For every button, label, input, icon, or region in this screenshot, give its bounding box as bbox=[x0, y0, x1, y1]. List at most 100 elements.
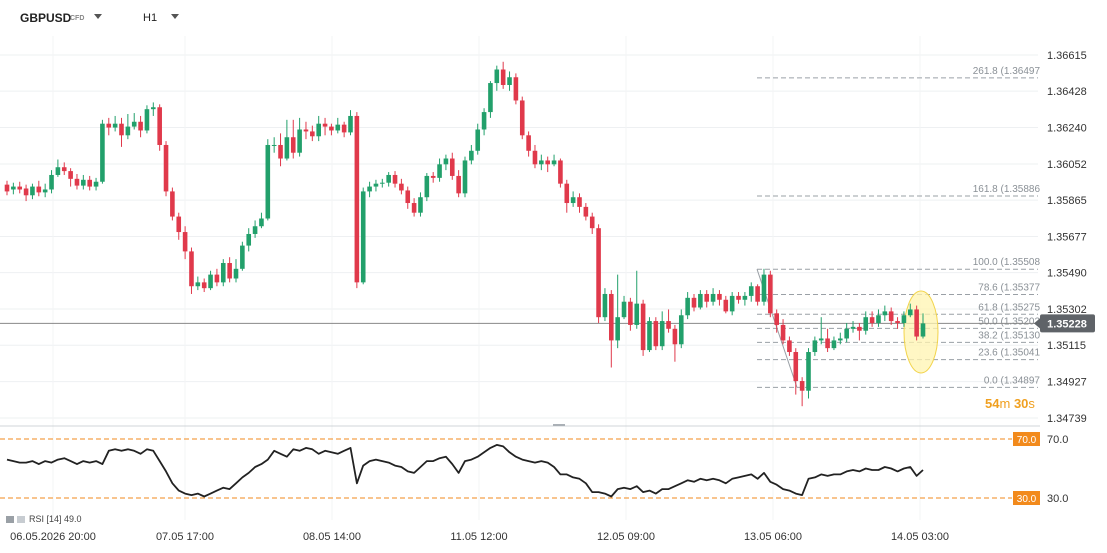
candle-body[interactable] bbox=[596, 228, 601, 318]
candle-body[interactable] bbox=[106, 123, 112, 128]
candle-body[interactable] bbox=[666, 321, 671, 329]
candle-body[interactable] bbox=[49, 174, 54, 190]
candle-body[interactable] bbox=[443, 158, 449, 165]
candle-body[interactable] bbox=[87, 179, 92, 187]
candle-body[interactable] bbox=[507, 77, 512, 85]
candle-body[interactable] bbox=[799, 381, 805, 391]
candle-body[interactable] bbox=[100, 123, 105, 182]
symbol-dropdown-icon[interactable] bbox=[94, 14, 102, 19]
grip-icon[interactable] bbox=[6, 516, 14, 524]
candle-body[interactable] bbox=[42, 189, 48, 193]
candle-body[interactable] bbox=[475, 129, 481, 151]
candle-body[interactable] bbox=[481, 112, 487, 130]
candle-body[interactable] bbox=[551, 160, 557, 165]
candle-body[interactable] bbox=[564, 183, 570, 204]
candle-body[interactable] bbox=[30, 186, 35, 196]
candle-body[interactable] bbox=[558, 160, 563, 184]
candle-body[interactable] bbox=[112, 123, 118, 128]
candle-body[interactable] bbox=[399, 183, 404, 191]
candle-body[interactable] bbox=[532, 150, 538, 165]
candle-body[interactable] bbox=[488, 83, 493, 113]
candle-body[interactable] bbox=[723, 299, 729, 312]
candle-body[interactable] bbox=[405, 190, 411, 204]
candle-body[interactable] bbox=[895, 321, 900, 323]
candle-body[interactable] bbox=[170, 191, 175, 217]
candle-body[interactable] bbox=[729, 295, 735, 312]
candle-body[interactable] bbox=[418, 197, 423, 213]
candle-body[interactable] bbox=[310, 131, 315, 137]
candle-body[interactable] bbox=[863, 317, 869, 331]
candle-body[interactable] bbox=[303, 129, 309, 132]
candle-body[interactable] bbox=[850, 326, 856, 329]
candle-body[interactable] bbox=[920, 323, 926, 337]
candle-body[interactable] bbox=[214, 274, 220, 283]
candle-body[interactable] bbox=[208, 274, 213, 289]
candle-body[interactable] bbox=[755, 286, 760, 302]
candle-body[interactable] bbox=[609, 293, 614, 341]
candle-body[interactable] bbox=[195, 282, 201, 287]
candle-body[interactable] bbox=[227, 263, 232, 279]
candle-body[interactable] bbox=[621, 301, 627, 318]
candle-body[interactable] bbox=[240, 245, 245, 269]
candle-body[interactable] bbox=[144, 109, 150, 131]
candle-body[interactable] bbox=[704, 293, 710, 302]
candle-body[interactable] bbox=[367, 186, 372, 192]
candle-body[interactable] bbox=[131, 121, 137, 127]
candle-body[interactable] bbox=[151, 107, 156, 110]
candle-body[interactable] bbox=[780, 324, 786, 341]
candle-body[interactable] bbox=[23, 188, 29, 196]
candle-body[interactable] bbox=[138, 121, 143, 131]
candle-body[interactable] bbox=[742, 295, 748, 300]
candle-body[interactable] bbox=[252, 226, 258, 234]
candle-body[interactable] bbox=[297, 129, 302, 153]
candle-body[interactable] bbox=[430, 175, 436, 178]
candle-body[interactable] bbox=[526, 135, 531, 151]
candle-body[interactable] bbox=[768, 274, 773, 314]
candle-body[interactable] bbox=[386, 174, 391, 183]
candle-body[interactable] bbox=[271, 144, 277, 146]
candle-body[interactable] bbox=[329, 126, 334, 131]
candle-body[interactable] bbox=[500, 69, 506, 85]
candle-body[interactable] bbox=[157, 107, 162, 145]
candle-body[interactable] bbox=[857, 326, 862, 331]
candle-body[interactable] bbox=[914, 309, 919, 337]
candle-body[interactable] bbox=[774, 313, 779, 325]
candle-body[interactable] bbox=[647, 321, 652, 351]
candle-body[interactable] bbox=[437, 164, 442, 178]
candle-body[interactable] bbox=[691, 297, 697, 308]
candle-body[interactable] bbox=[11, 186, 16, 190]
candle-body[interactable] bbox=[360, 191, 366, 283]
candle-body[interactable] bbox=[787, 340, 792, 353]
candle-body[interactable] bbox=[411, 203, 417, 213]
candle-body[interactable] bbox=[176, 216, 182, 233]
candle-body[interactable] bbox=[672, 328, 678, 345]
candle-body[interactable] bbox=[876, 315, 881, 323]
candle-body[interactable] bbox=[710, 293, 716, 302]
candle-body[interactable] bbox=[348, 115, 353, 133]
candle-body[interactable] bbox=[233, 268, 239, 279]
candle-body[interactable] bbox=[882, 311, 888, 316]
candle-body[interactable] bbox=[825, 338, 830, 349]
candle-body[interactable] bbox=[628, 301, 633, 325]
candle-body[interactable] bbox=[831, 340, 837, 349]
candle-body[interactable] bbox=[678, 315, 684, 345]
candle-body[interactable] bbox=[462, 160, 468, 194]
candle-body[interactable] bbox=[354, 115, 360, 283]
candle-body[interactable] bbox=[736, 295, 741, 300]
candle-body[interactable] bbox=[545, 160, 550, 165]
candle-body[interactable] bbox=[182, 232, 188, 252]
candle-body[interactable] bbox=[838, 338, 843, 341]
timeframe-dropdown-icon[interactable] bbox=[171, 14, 179, 19]
candle-body[interactable] bbox=[119, 123, 124, 136]
candle-body[interactable] bbox=[634, 303, 640, 325]
candle-body[interactable] bbox=[392, 174, 398, 184]
panel-resize-handle[interactable] bbox=[553, 424, 565, 426]
candle-body[interactable] bbox=[469, 150, 474, 161]
symbol-label[interactable]: GBPUSD bbox=[20, 11, 72, 25]
candle-body[interactable] bbox=[246, 233, 252, 246]
candle-body[interactable] bbox=[290, 137, 296, 153]
candle-body[interactable] bbox=[615, 317, 620, 341]
candle-body[interactable] bbox=[93, 181, 99, 187]
candle-body[interactable] bbox=[61, 167, 67, 172]
candle-body[interactable] bbox=[806, 352, 811, 391]
